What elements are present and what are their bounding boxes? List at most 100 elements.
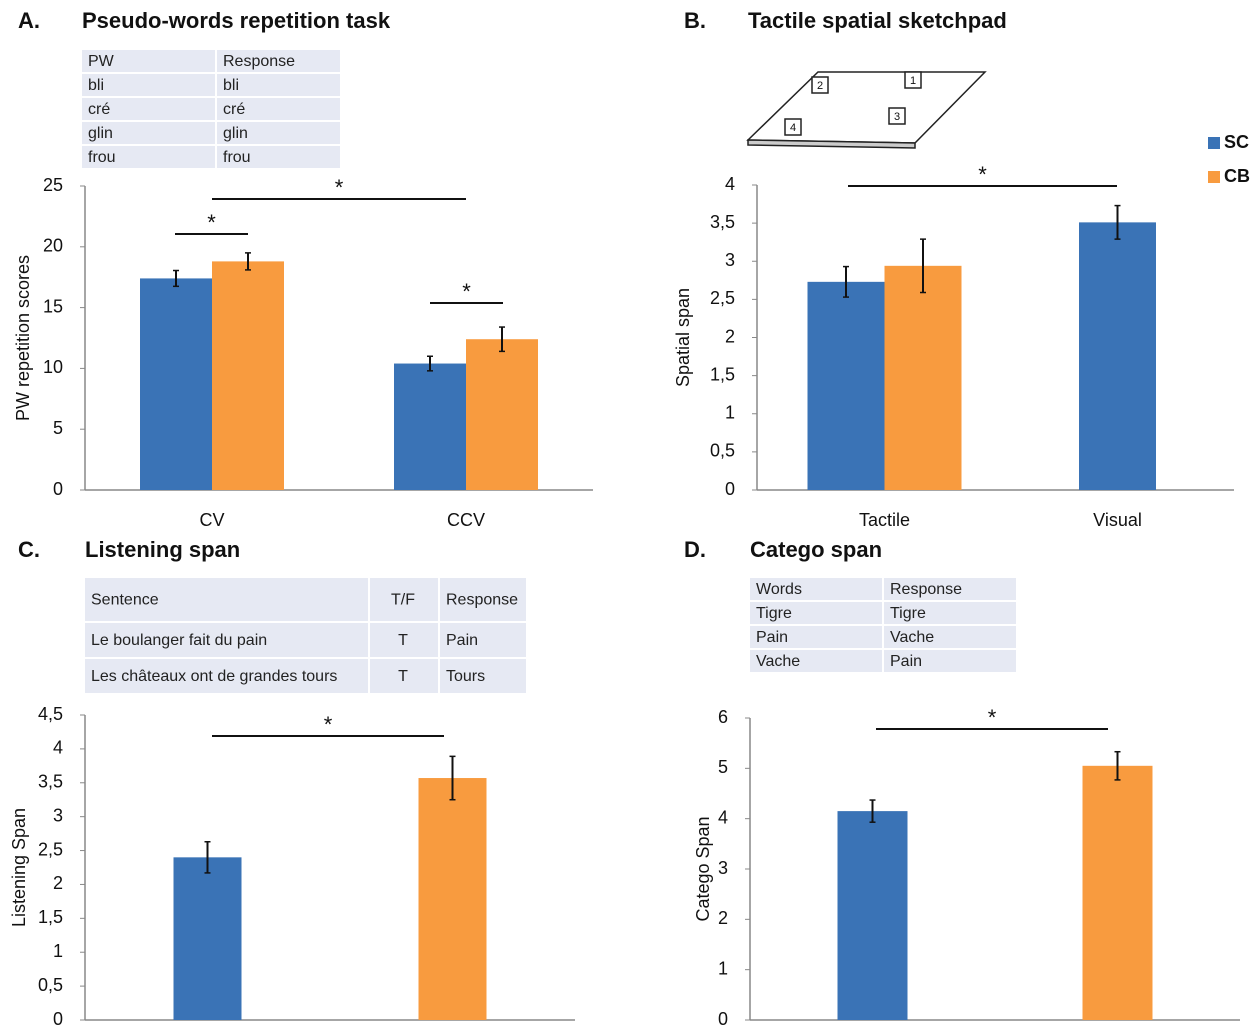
y-tick-label: 6 <box>718 707 728 727</box>
table-text: Tours <box>446 668 485 685</box>
chart-title: Listening span <box>85 537 240 562</box>
legend-swatch <box>1208 137 1220 149</box>
bar <box>419 778 487 1020</box>
board <box>748 72 985 143</box>
chart-title: Pseudo-words repetition task <box>82 8 391 33</box>
table-text: Pain <box>446 632 478 649</box>
table-text: Les châteaux ont de grandes tours <box>91 668 337 685</box>
y-tick-label: 0 <box>53 1009 63 1027</box>
y-tick-label: 2 <box>53 873 63 893</box>
y-tick-label: 0 <box>718 1009 728 1027</box>
panel-label: B. <box>684 8 706 33</box>
y-tick-label: 2,5 <box>38 839 63 859</box>
cube-label: 3 <box>894 111 900 123</box>
y-tick-label: 1,5 <box>38 907 63 927</box>
table-text: glin <box>88 125 113 142</box>
y-tick-label: 1 <box>725 403 735 423</box>
y-tick-label: 10 <box>43 357 63 377</box>
x-tick-label: Tactile <box>859 510 910 530</box>
figure: 1 2 3 4 A. Pseudo-words repetition task PW… <box>0 0 1259 1027</box>
legend-label: SC <box>1224 132 1249 152</box>
y-tick-label: 4 <box>53 738 63 758</box>
y-axis-label: Catego Span <box>693 816 713 921</box>
bar <box>1083 766 1153 1020</box>
table-text: bli <box>88 77 104 94</box>
table-text: Sentence <box>91 592 159 609</box>
y-tick-label: 1 <box>53 941 63 961</box>
y-axis-label: PW repetition scores <box>13 255 33 421</box>
x-tick-label: CV <box>199 510 224 530</box>
table-text: Le boulanger fait du pain <box>91 632 267 649</box>
table-text: frou <box>223 149 251 166</box>
table-text: Vache <box>756 653 800 670</box>
bar <box>1079 222 1156 490</box>
y-tick-label: 4 <box>725 174 735 194</box>
cube-label: 2 <box>817 80 823 92</box>
significance-star: * <box>462 279 471 304</box>
bar <box>140 278 212 490</box>
significance-star: * <box>335 175 344 200</box>
bar <box>885 266 962 490</box>
y-tick-label: 5 <box>53 418 63 438</box>
table-text: Vache <box>890 629 934 646</box>
cube-label: 1 <box>910 75 916 87</box>
y-tick-label: 2 <box>725 326 735 346</box>
table-text: T <box>398 632 408 649</box>
chart-title: Tactile spatial sketchpad <box>748 8 1007 33</box>
y-tick-label: 3,5 <box>710 212 735 232</box>
bar <box>212 261 284 490</box>
y-tick-label: 2,5 <box>710 288 735 308</box>
y-tick-label: 5 <box>718 757 728 777</box>
y-tick-label: 3,5 <box>38 772 63 792</box>
table-text: Tigre <box>890 605 926 622</box>
x-tick-label: Visual <box>1093 510 1142 530</box>
panel-label: A. <box>18 8 40 33</box>
bar <box>808 282 885 490</box>
legend-swatch <box>1208 171 1220 183</box>
y-tick-label: 4 <box>718 807 728 827</box>
table-text: cré <box>88 101 110 118</box>
y-tick-label: 2 <box>718 908 728 928</box>
table-text: Pain <box>890 653 922 670</box>
legend-label: CB <box>1224 166 1250 186</box>
table-text: Words <box>756 581 802 598</box>
table-text: Response <box>890 581 962 598</box>
significance-star: * <box>988 705 997 730</box>
y-tick-label: 1,5 <box>710 364 735 384</box>
table-text: T <box>398 668 408 685</box>
significance-star: * <box>207 210 216 235</box>
y-tick-label: 3 <box>718 858 728 878</box>
panel-label: D. <box>684 537 706 562</box>
y-tick-label: 0 <box>53 479 63 499</box>
y-tick-label: 25 <box>43 175 63 195</box>
table-text: Tigre <box>756 605 792 622</box>
sketchpad <box>748 72 985 148</box>
y-tick-label: 3 <box>53 805 63 825</box>
table-text: cré <box>223 101 245 118</box>
y-tick-label: 0,5 <box>710 441 735 461</box>
table-text: frou <box>88 149 116 166</box>
chart-title: Catego span <box>750 537 882 562</box>
bar <box>466 339 538 490</box>
bar <box>838 811 908 1020</box>
bar <box>174 857 242 1020</box>
table-text: T/F <box>391 592 415 609</box>
significance-star: * <box>978 162 987 187</box>
y-tick-label: 3 <box>725 250 735 270</box>
significance-star: * <box>324 712 333 737</box>
y-axis-label: Listening Span <box>9 808 29 927</box>
panel-label: C. <box>18 537 40 562</box>
table-text: PW <box>88 53 115 70</box>
table-text: bli <box>223 77 239 94</box>
table-text: Response <box>446 592 518 609</box>
x-tick-label: CCV <box>447 510 485 530</box>
y-axis-label: Spatial span <box>673 288 693 387</box>
y-tick-label: 0 <box>725 479 735 499</box>
y-tick-label: 1 <box>718 958 728 978</box>
y-tick-label: 0,5 <box>38 975 63 995</box>
table-text: Pain <box>756 629 788 646</box>
table-text: glin <box>223 125 248 142</box>
table-text: Response <box>223 53 295 70</box>
bar <box>394 364 466 490</box>
y-tick-label: 4,5 <box>38 704 63 724</box>
